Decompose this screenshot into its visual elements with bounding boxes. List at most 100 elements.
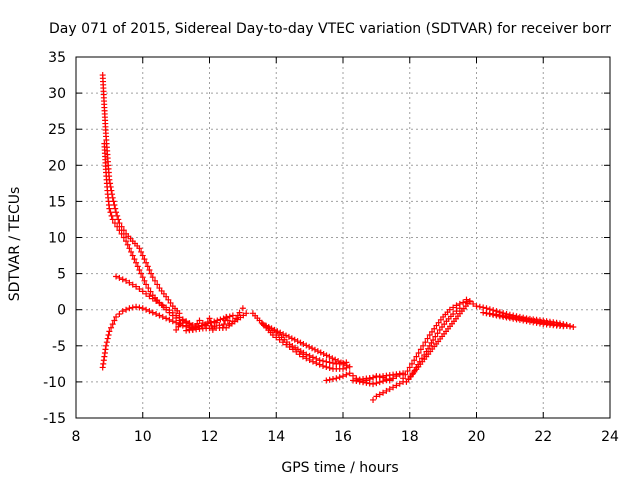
data-point: [126, 305, 133, 312]
data-point: [430, 337, 437, 344]
data-point: [422, 339, 429, 346]
data-point: [326, 376, 333, 383]
data-point: [111, 202, 118, 209]
data-point: [450, 311, 457, 318]
data-point: [131, 256, 138, 263]
data-point: [333, 375, 340, 382]
data-point: [204, 320, 211, 327]
data-point: [380, 389, 387, 396]
y-tick-label: 15: [48, 194, 66, 210]
x-axis-label: GPS time / hours: [281, 460, 398, 476]
data-point: [490, 311, 497, 318]
x-tick-label: 12: [201, 429, 219, 445]
data-point: [416, 358, 423, 365]
data-point: [159, 313, 166, 320]
data-point: [313, 355, 320, 362]
data-point: [415, 350, 422, 357]
data-point: [418, 355, 425, 362]
data-point: [480, 309, 487, 316]
data-point: [323, 352, 330, 359]
data-point: [146, 293, 153, 300]
data-point: [223, 314, 230, 321]
data-point: [134, 263, 141, 270]
x-tick-label: 18: [401, 429, 419, 445]
data-point: [173, 319, 180, 326]
data-point: [483, 310, 490, 317]
data-point: [111, 317, 118, 324]
data-point: [476, 303, 483, 310]
data-point: [346, 370, 353, 377]
data-point: [370, 381, 377, 388]
data-point: [166, 316, 173, 323]
data-point: [466, 298, 473, 305]
data-point: [319, 357, 326, 364]
data-point: [141, 277, 148, 284]
data-point: [393, 382, 400, 389]
data-point: [147, 288, 154, 295]
data-point: [285, 333, 292, 340]
y-tick-label: -10: [43, 375, 66, 391]
data-point: [288, 335, 295, 342]
data-point: [139, 274, 146, 281]
data-point: [143, 290, 150, 297]
data-point: [402, 371, 409, 378]
data-point: [129, 252, 136, 259]
data-point: [163, 304, 170, 311]
data-point: [526, 318, 533, 325]
data-point: [269, 327, 276, 334]
data-point: [144, 263, 151, 270]
data-point: [166, 307, 173, 314]
data-point: [360, 379, 367, 386]
data-point: [329, 376, 336, 383]
data-point: [103, 342, 110, 349]
data-point: [104, 335, 111, 342]
data-point: [421, 351, 428, 358]
data-point: [533, 319, 540, 326]
data-point: [129, 304, 136, 311]
data-point: [323, 358, 330, 365]
y-tick-label: 0: [57, 303, 66, 319]
data-point: [350, 377, 357, 384]
data-point: [319, 363, 326, 370]
data-point: [376, 391, 383, 398]
data-point: [343, 359, 350, 366]
y-tick-label: -15: [43, 411, 66, 427]
x-tick-label: 24: [601, 429, 619, 445]
series-band-15.5-18: [323, 370, 407, 388]
data-point: [114, 223, 121, 230]
grid: [76, 57, 610, 418]
data-point: [138, 248, 145, 255]
data-point: [236, 309, 243, 316]
x-tick-label: 20: [468, 429, 486, 445]
data-point: [404, 368, 411, 375]
data-point: [136, 245, 143, 252]
data-point: [493, 312, 500, 319]
data-point: [148, 270, 155, 277]
series-short-arc: [113, 273, 200, 331]
axis-ticks: 8 10 12 14 16 18 20 22 24 -15 -10 -5 0 5 10 15 20 25 30 35: [43, 50, 619, 445]
y-tick-label: 35: [48, 50, 66, 66]
data-point: [113, 209, 120, 216]
data-point: [316, 357, 323, 364]
data-point: [470, 300, 477, 307]
data-point: [323, 363, 330, 370]
data-point: [143, 306, 150, 313]
data-point: [175, 323, 182, 330]
series-dip: [370, 378, 407, 403]
y-tick-label: 5: [57, 267, 66, 283]
data-point: [309, 345, 316, 352]
plot-area: [99, 72, 577, 403]
x-tick-label: 10: [134, 429, 152, 445]
data-point: [116, 311, 123, 318]
data-point: [453, 308, 460, 315]
data-point: [303, 351, 310, 358]
data-point: [139, 288, 146, 295]
data-point: [296, 351, 303, 358]
data-point: [165, 296, 172, 303]
data-point: [163, 293, 170, 300]
data-point: [513, 316, 520, 323]
data-point: [194, 320, 201, 327]
data-point: [107, 209, 114, 216]
data-point: [520, 317, 527, 324]
